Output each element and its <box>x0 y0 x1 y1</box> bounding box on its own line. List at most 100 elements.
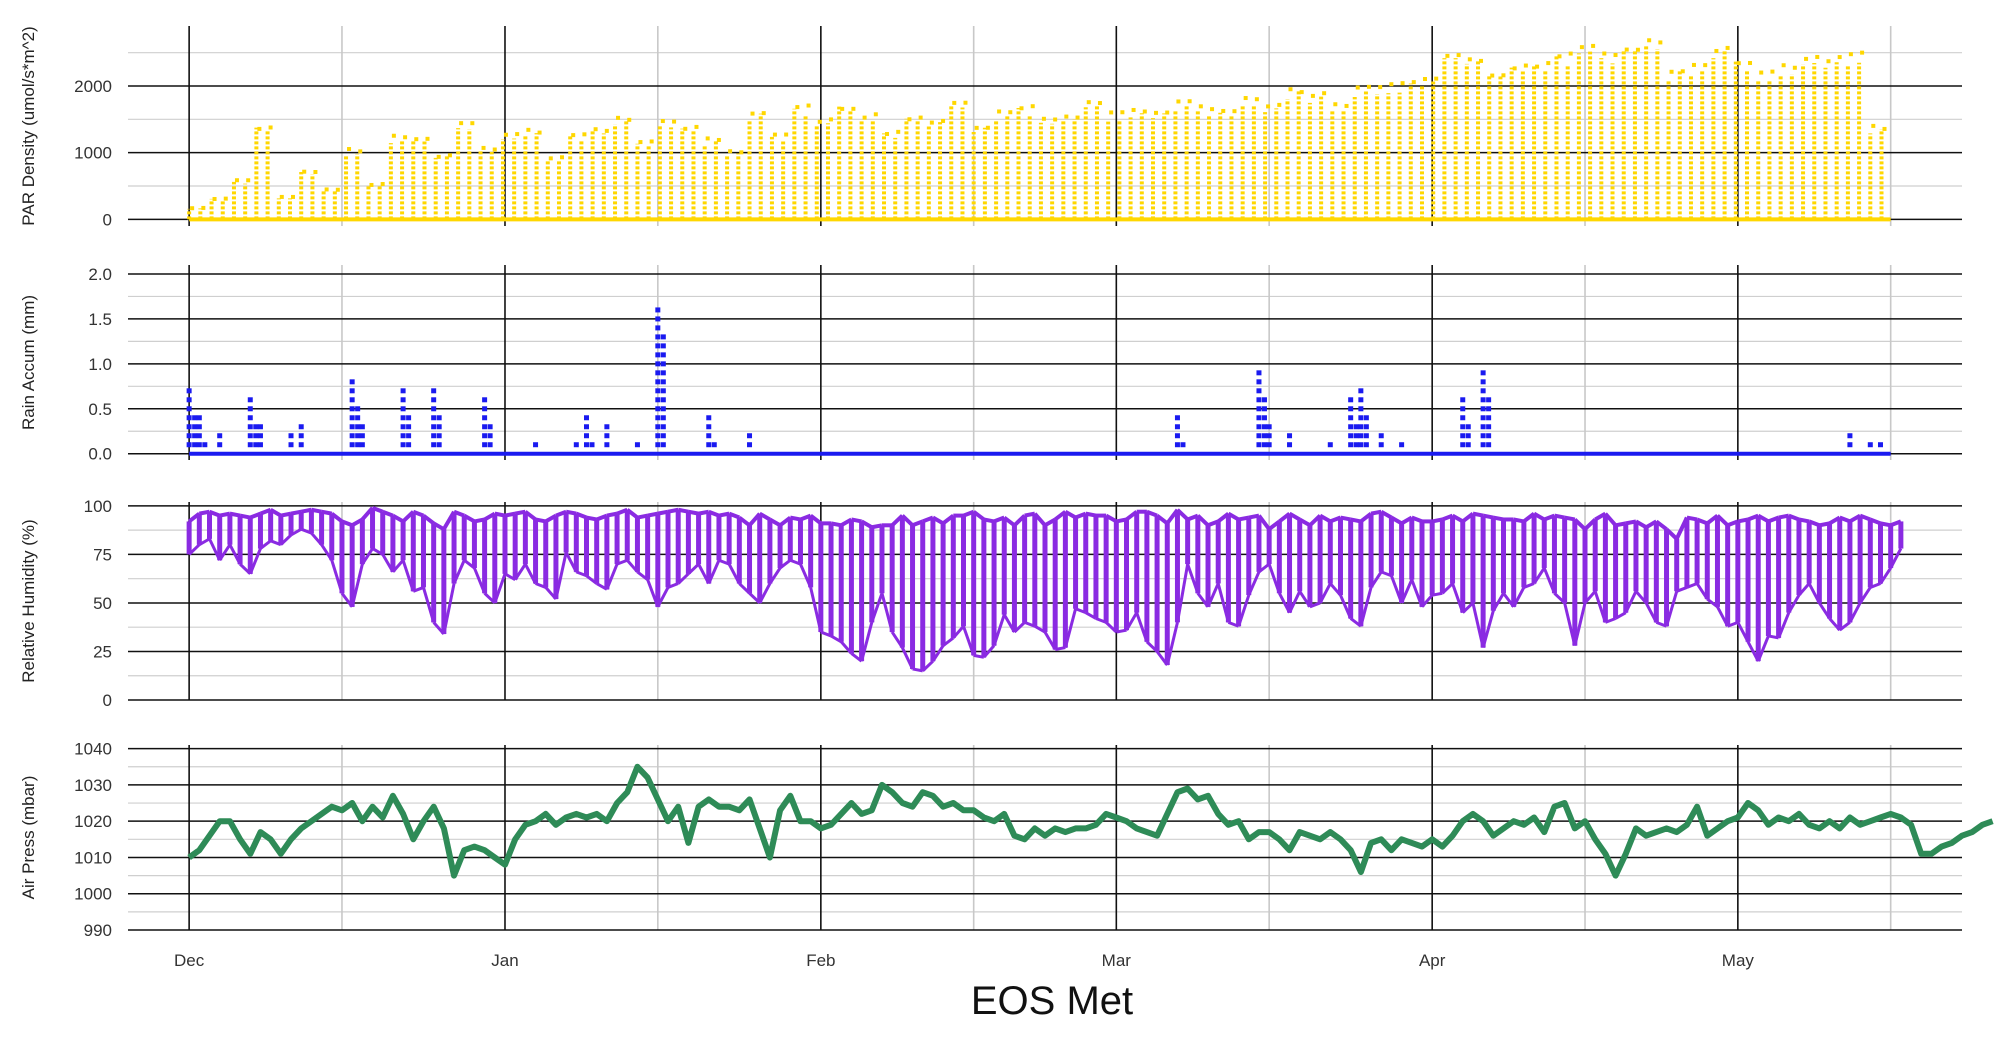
par-peak-point <box>672 119 677 124</box>
rh-lower-line <box>442 583 456 635</box>
par-peak-point <box>1624 47 1629 52</box>
rain-point <box>349 424 355 430</box>
rain-point <box>400 433 406 439</box>
rh-upper-line <box>330 512 344 524</box>
rh-lower-line <box>768 567 782 585</box>
par-peak-point <box>257 126 262 131</box>
par-peak-point <box>772 132 777 137</box>
par-peak-point <box>1254 97 1259 102</box>
par-peak-point <box>817 119 822 124</box>
rh-upper-line <box>1472 511 1484 518</box>
rain-point <box>1358 415 1364 421</box>
par-peak-point <box>1434 76 1439 81</box>
par-peak-point <box>1490 73 1495 78</box>
y-tick-label: 2.0 <box>88 265 112 284</box>
rain-point <box>584 415 589 421</box>
par-peak-point <box>985 125 990 130</box>
rain-point <box>400 388 406 394</box>
par-peak-point <box>1176 99 1181 104</box>
par-peak-point <box>828 117 833 122</box>
rh-lower-line <box>677 572 690 585</box>
rain-point <box>660 334 666 340</box>
rain-point <box>247 406 253 412</box>
rh-lower-line <box>1512 586 1526 608</box>
par-peak-point <box>403 135 408 140</box>
rain-point <box>1378 442 1384 448</box>
y-tick-label: 1000 <box>74 885 112 904</box>
rain-point <box>655 415 661 421</box>
rain-point <box>655 433 661 439</box>
rh-lower-line <box>779 559 792 570</box>
par-peak-point <box>313 170 318 175</box>
rh-upper-line <box>391 513 405 524</box>
rh-lower-line <box>554 552 568 600</box>
par-peak-point <box>1546 61 1551 66</box>
rh-upper-line <box>1564 515 1576 522</box>
rain-point <box>1847 442 1853 448</box>
panel-rain-ylabel: Rain Accum (mm) <box>19 295 38 430</box>
rain-point <box>1486 397 1492 403</box>
rain-point <box>253 424 259 430</box>
chart-title: EOS Met <box>971 979 1133 1023</box>
rh-lower-line <box>391 559 405 573</box>
rh-upper-line <box>1808 519 1821 528</box>
par-peak-point <box>1389 82 1394 87</box>
y-tick-label: 1040 <box>74 740 112 759</box>
rh-lower-line <box>982 644 996 659</box>
rh-lower-line <box>1889 547 1903 569</box>
rh-upper-line <box>1696 517 1708 526</box>
par-peak-point <box>1277 102 1282 107</box>
par-peak-point <box>1826 59 1831 64</box>
par-peak-point <box>369 182 374 187</box>
rain-point <box>482 406 488 412</box>
rh-upper-line <box>851 517 862 524</box>
rh-upper-line <box>524 510 537 522</box>
rh-upper-line <box>1380 509 1393 520</box>
par-peak-point <box>1714 48 1719 53</box>
par-peak-point <box>616 115 621 120</box>
rain-point <box>1378 433 1384 439</box>
rh-upper-line <box>738 515 751 527</box>
rain-point <box>1287 433 1293 439</box>
rain-point <box>706 433 712 439</box>
rain-point <box>1460 397 1466 403</box>
par-peak-point <box>885 132 890 137</box>
rh-lower-line <box>1604 617 1617 624</box>
rain-point <box>247 424 253 430</box>
rain-point <box>186 406 192 412</box>
rain-point <box>1486 433 1492 439</box>
panel-par-minor-grid <box>128 26 1962 226</box>
panel-par-ylabel: PAR Density (umol/s*m^2) <box>19 26 38 225</box>
rain-point <box>584 442 589 448</box>
par-peak-point <box>649 139 654 144</box>
rain-point <box>355 415 361 421</box>
rh-lower-line <box>1369 571 1383 589</box>
rh-lower-line <box>1237 594 1251 627</box>
rain-point <box>660 442 666 448</box>
rain-point <box>1256 397 1262 403</box>
rh-upper-line <box>1686 515 1698 522</box>
par-peak-point <box>1154 110 1159 115</box>
par-peak-point <box>1075 115 1080 120</box>
rain-point <box>359 442 365 448</box>
rh-upper-line <box>626 508 639 520</box>
rain-point <box>747 433 753 439</box>
rain-point <box>257 442 263 448</box>
rain-point <box>406 415 412 421</box>
rh-upper-line <box>412 509 425 518</box>
rain-point <box>1480 379 1486 385</box>
x-tick-label: Jan <box>491 951 518 970</box>
rain-point <box>1363 433 1369 439</box>
rh-lower-line <box>1583 590 1597 604</box>
par-peak-point <box>201 205 206 210</box>
rain-point <box>1465 433 1471 439</box>
rh-upper-line <box>1257 514 1271 531</box>
rain-point <box>634 442 640 448</box>
par-peak-point <box>1815 54 1820 59</box>
par-peak-point <box>425 136 430 141</box>
rh-lower-line <box>707 559 721 585</box>
par-peak-point <box>459 121 464 126</box>
rh-upper-line <box>1033 512 1047 527</box>
rh-upper-line <box>1003 515 1016 527</box>
rain-point <box>1486 406 1492 412</box>
